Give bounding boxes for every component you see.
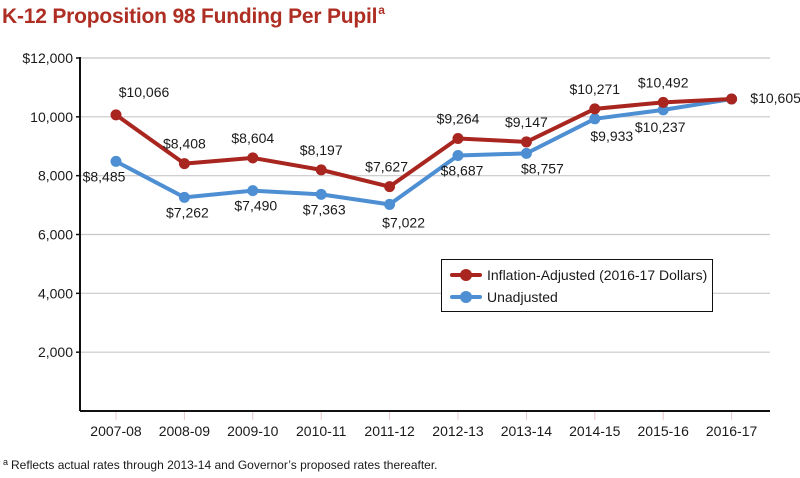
inflation-adjusted-value-label: $7,627 <box>365 159 408 175</box>
inflation-adjusted-value-label: $10,492 <box>638 74 689 90</box>
chart-title: K-12 Proposition 98 Funding Per Pupila <box>2 3 385 29</box>
data-point <box>110 155 122 167</box>
data-point <box>384 181 396 193</box>
legend-label: Unadjusted <box>487 289 558 305</box>
chart-title-text: K-12 Proposition 98 Funding Per Pupil <box>2 5 378 28</box>
x-tick-label: 2009-10 <box>227 423 279 439</box>
gridlines <box>80 57 770 353</box>
y-tick-label: 2,000 <box>38 344 73 360</box>
title-footnote-marker: a <box>378 3 385 17</box>
x-tick-label: 2016-17 <box>706 423 758 439</box>
inflation-adjusted-value-label: $8,408 <box>163 136 206 152</box>
footnote-marker: a <box>3 457 9 467</box>
inflation-adjusted-value-label: $9,147 <box>505 114 548 130</box>
data-point <box>589 113 601 125</box>
data-point <box>247 152 259 164</box>
y-tick-label: 6,000 <box>38 227 73 243</box>
x-tick-label: 2007-08 <box>90 423 142 439</box>
data-point <box>110 109 122 121</box>
unadjusted-value-label: $7,022 <box>382 214 425 230</box>
data-point <box>384 198 396 210</box>
data-point <box>315 188 327 200</box>
inflation-adjusted-value-label: $8,197 <box>300 142 343 158</box>
red-line-marker-icon <box>450 269 482 281</box>
footnote: a Reflects actual rates through 2013-14 a… <box>3 457 438 472</box>
inflation-adjusted-line <box>114 97 732 189</box>
data-point <box>520 147 532 159</box>
inflation-adjusted-value-label: $10,271 <box>569 81 620 97</box>
inflation-adjusted-value-label: $10,605 <box>750 90 800 106</box>
data-point <box>247 185 259 197</box>
data-labels: $10,066 $8,408 $8,604 $8,197 $7,627 $9,264 $9,… <box>83 74 800 230</box>
unadjusted-value-label: $9,933 <box>590 128 633 144</box>
y-axis: $12,000 10,000 8,000 6,000 4,000 2,000 <box>22 50 81 411</box>
legend-item-unadjusted: Unadjusted <box>450 287 558 307</box>
unadjusted-value-label: $8,757 <box>521 160 564 176</box>
data-point <box>589 103 601 115</box>
chart-legend: Inflation-Adjusted (2016-17 Dollars) Una… <box>441 259 713 312</box>
y-tick-label: 10,000 <box>30 109 73 125</box>
unadjusted-value-label: $7,363 <box>303 201 346 217</box>
x-tick-label: 2008-09 <box>159 423 211 439</box>
legend-item-inflation-adjusted: Inflation-Adjusted (2016-17 Dollars) <box>450 265 707 285</box>
data-point <box>178 158 190 170</box>
x-tick-label: 2014-15 <box>569 423 621 439</box>
unadjusted-value-label: $10,237 <box>635 119 686 135</box>
x-tick-label: 2013-14 <box>501 423 553 439</box>
x-tick-label: 2010-11 <box>296 423 347 439</box>
legend-label: Inflation-Adjusted (2016-17 Dollars) <box>487 267 708 283</box>
data-series <box>110 93 738 210</box>
unadjusted-value-label: $7,490 <box>234 198 277 214</box>
inflation-adjusted-value-label: $10,066 <box>119 84 170 100</box>
data-point <box>315 164 327 176</box>
unadjusted-value-label: $7,262 <box>166 204 209 220</box>
unadjusted-value-label: $8,485 <box>83 168 126 184</box>
footnote-text: Reflects actual rates through 2013-14 an… <box>11 458 438 472</box>
y-tick-label: $12,000 <box>22 50 73 66</box>
data-point <box>657 96 669 108</box>
data-point <box>452 149 464 161</box>
x-axis: 2007-08 2008-09 2009-10 2010-11 2011-12 2012-… <box>80 410 770 439</box>
data-point <box>520 136 532 148</box>
data-point <box>178 191 190 203</box>
y-tick-label: 4,000 <box>38 285 73 301</box>
x-tick-label: 2015-16 <box>638 423 690 439</box>
x-tick-label: 2011-12 <box>364 423 415 439</box>
unadjusted-line <box>115 97 732 207</box>
inflation-adjusted-value-label: $8,604 <box>231 130 274 146</box>
data-point <box>726 93 738 105</box>
x-tick-label: 2012-13 <box>432 423 484 439</box>
blue-line-marker-icon <box>450 291 482 303</box>
inflation-adjusted-value-label: $9,264 <box>437 110 480 126</box>
y-tick-label: 8,000 <box>38 168 73 184</box>
data-point <box>452 132 464 144</box>
unadjusted-value-label: $8,687 <box>441 162 484 178</box>
